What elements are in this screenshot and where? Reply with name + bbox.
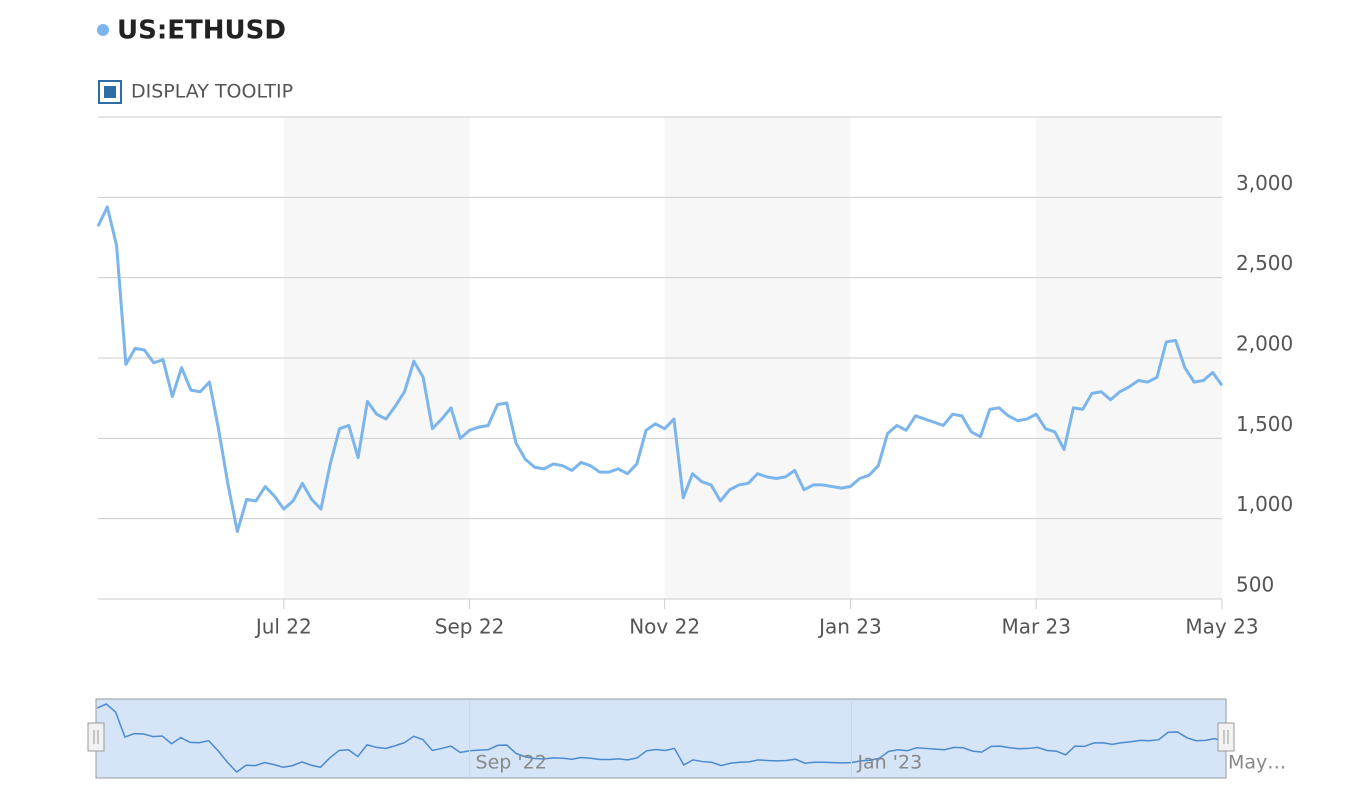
x-tick-label: May 23	[1185, 615, 1258, 639]
navigator-label: May…	[1228, 752, 1286, 774]
tooltip-toggle[interactable]: DISPLAY TOOLTIP	[98, 80, 293, 104]
handle-body	[87, 722, 105, 752]
navigator-handle[interactable]	[1217, 722, 1235, 752]
x-tick-label: Sep 22	[435, 615, 505, 639]
y-tick-label: 1,500	[1236, 412, 1293, 436]
legend-dot	[97, 24, 109, 36]
x-tick-label: Mar 23	[1001, 615, 1071, 639]
x-tick-label: Jan 23	[817, 615, 882, 639]
x-tick-label: Jul 22	[254, 615, 312, 639]
navigator-handle[interactable]	[87, 722, 105, 752]
checkbox-mark	[104, 86, 116, 98]
navigator-line	[96, 703, 1225, 773]
x-tick-label: Nov 22	[629, 615, 700, 639]
checkbox-label[interactable]: DISPLAY TOOLTIP	[131, 81, 293, 103]
handle-body	[1217, 722, 1235, 752]
y-tick-label: 1,000	[1236, 492, 1293, 516]
y-tick-label: 2,000	[1236, 332, 1293, 356]
y-tick-label: 2,500	[1236, 251, 1293, 275]
price-line	[96, 205, 1224, 534]
navigator-mask	[95, 698, 1227, 779]
navigator: Sep '22 Jan '23 May…	[87, 698, 1286, 779]
y-tick-label: 500	[1236, 573, 1274, 597]
chart-title: US:ETHUSD	[117, 16, 286, 46]
navigator-label: Jan '23	[856, 752, 922, 774]
navigator-label: Sep '22	[476, 752, 547, 774]
y-tick-label: 3,000	[1236, 171, 1293, 195]
